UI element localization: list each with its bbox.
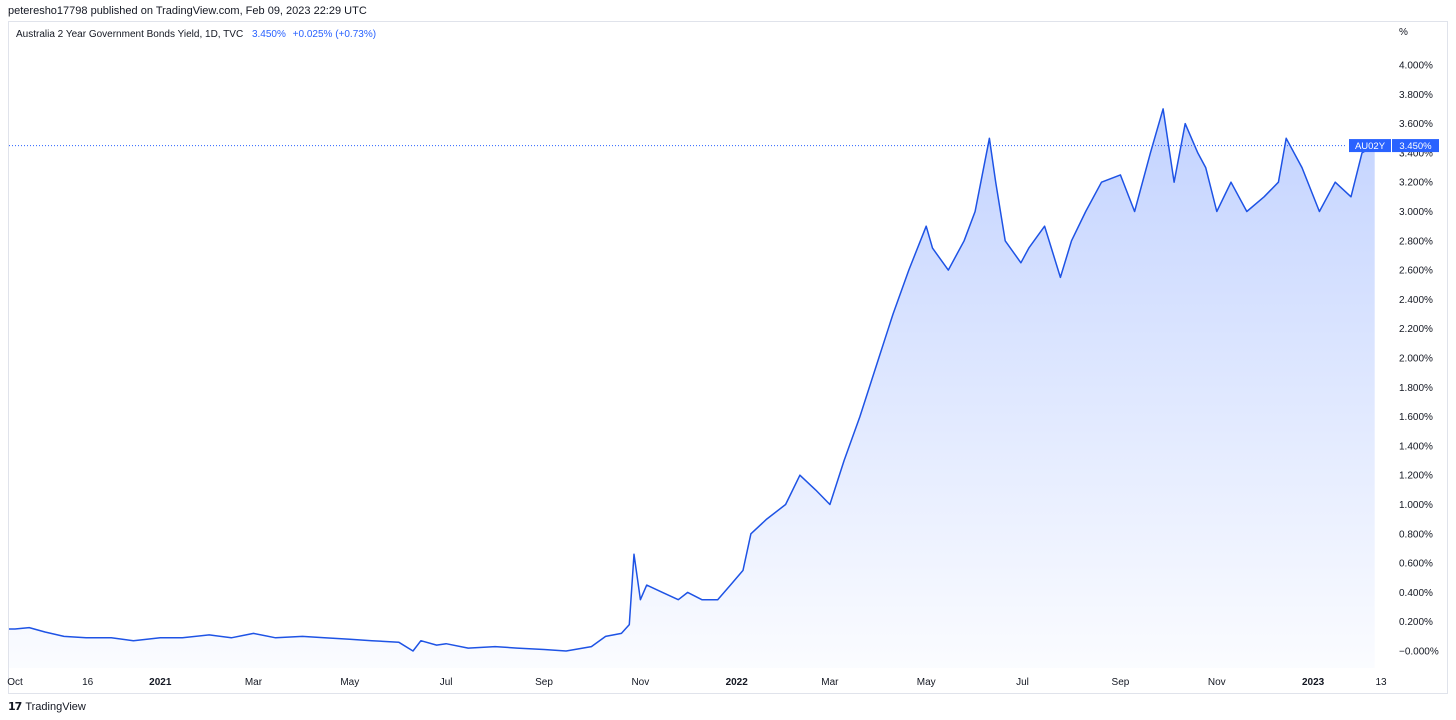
y-tick-label: 1.200% [1399, 471, 1433, 482]
y-tick-label: 3.000% [1399, 207, 1433, 218]
y-tick-label: 0.600% [1399, 559, 1433, 570]
y-tick-label: 3.200% [1399, 178, 1433, 189]
x-tick-label: Mar [821, 677, 839, 688]
y-tick-label: 1.000% [1399, 500, 1433, 511]
y-tick-label: 1.600% [1399, 412, 1433, 423]
y-tick-label: 1.800% [1399, 383, 1433, 394]
x-tick-label: Sep [1112, 677, 1130, 688]
x-tick-label: Nov [631, 677, 649, 688]
price-badge-label: 3.450% [1399, 141, 1432, 152]
x-tick-label: Jul [1016, 677, 1029, 688]
y-tick-label: 3.400% [1399, 148, 1433, 159]
x-tick-label: May [917, 677, 936, 688]
x-tick-label: 16 [82, 677, 94, 688]
legend-title: Australia 2 Year Government Bonds Yield,… [16, 29, 244, 40]
tradingview-logo-icon: 17 [8, 700, 22, 713]
series-line [9, 108, 1376, 652]
price-badge [1392, 139, 1439, 153]
legend-change: +0.025% (+0.73%) [292, 29, 377, 40]
y-tick-label: 3.600% [1399, 119, 1433, 130]
y-tick-label: 2.000% [1399, 354, 1433, 365]
x-tick-label: Mar [245, 677, 263, 688]
x-tick-label: Nov [1208, 677, 1226, 688]
series-area [9, 108, 1375, 668]
publisher-caption: peteresho17798 published on TradingView.… [8, 5, 367, 17]
footer-brand: 17 TradingView [8, 700, 86, 713]
chart-legend: Australia 2 Year Government Bonds Yield,… [16, 29, 376, 40]
x-tick-label: 2022 [726, 677, 749, 688]
x-tick-label: 2023 [1302, 677, 1325, 688]
axis-unit-label: % [1399, 27, 1408, 38]
x-tick-label: 2021 [149, 677, 172, 688]
x-tick-label: Jul [440, 677, 453, 688]
y-tick-label: 4.000% [1399, 61, 1433, 72]
y-tick-label: 3.800% [1399, 90, 1433, 101]
y-tick-label: 1.400% [1399, 441, 1433, 452]
y-tick-label: 2.400% [1399, 295, 1433, 306]
symbol-badge-label: AU02Y [1355, 141, 1386, 152]
legend-value: 3.450% [251, 29, 286, 40]
y-tick-label: 2.600% [1399, 266, 1433, 277]
symbol-badge [1349, 139, 1391, 153]
x-tick-label: 13 [1375, 677, 1387, 688]
y-tick-label: 0.400% [1399, 588, 1433, 599]
y-tick-label: 2.800% [1399, 236, 1433, 247]
chart-frame [8, 21, 1448, 694]
x-tick-label: May [340, 677, 359, 688]
x-tick-label: Sep [535, 677, 553, 688]
brand-name: TradingView [25, 700, 86, 713]
y-tick-label: −0.000% [1399, 647, 1439, 658]
y-tick-label: 2.200% [1399, 324, 1433, 335]
y-tick-label: 0.800% [1399, 529, 1433, 540]
x-tick-label: Oct [7, 677, 23, 688]
y-tick-label: 0.200% [1399, 617, 1433, 628]
